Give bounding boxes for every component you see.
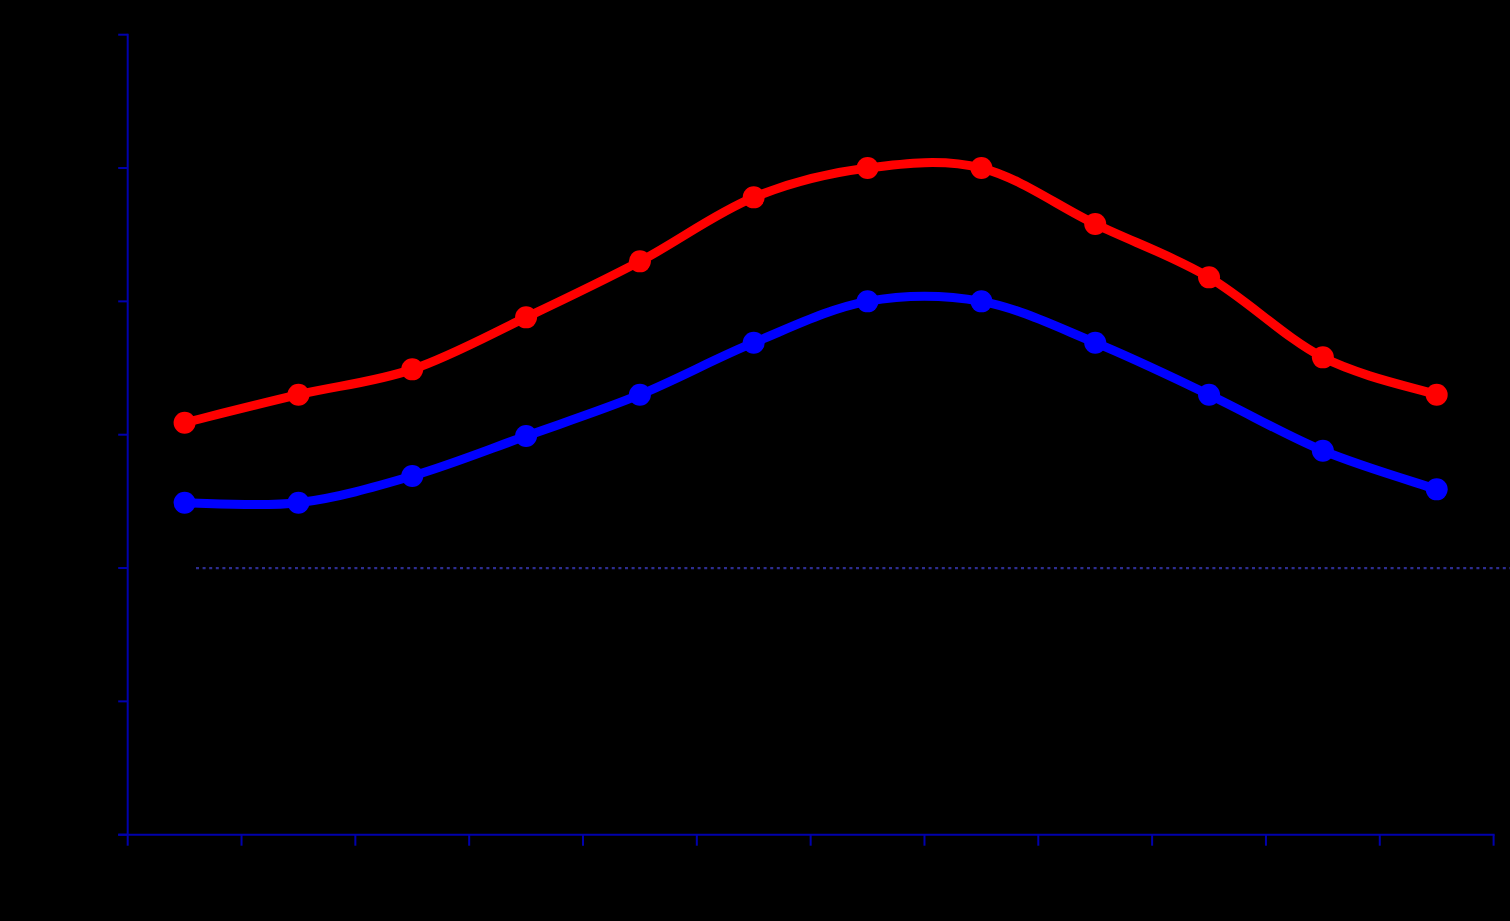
blue-series-marker [1198,384,1220,406]
red-series-line [185,163,1437,423]
red-series-marker [1426,384,1448,406]
red-series-marker [1084,213,1106,235]
red-series-marker [743,186,765,208]
blue-series-marker [629,384,651,406]
blue-series-marker [743,332,765,354]
red-series-marker [1198,266,1220,288]
blue-series-marker [1084,332,1106,354]
line-chart [0,0,1510,921]
red-series-marker [174,412,196,434]
blue-series-marker [287,492,309,514]
red-series-marker [287,384,309,406]
blue-series-marker [970,290,992,312]
blue-series-marker [174,492,196,514]
red-series-marker [970,157,992,179]
red-series-marker [515,306,537,328]
blue-series-marker [1312,440,1334,462]
blue-series-marker [857,290,879,312]
red-series-marker [401,358,423,380]
red-series-marker [1312,346,1334,368]
chart-canvas [0,0,1510,921]
blue-series-marker [1426,478,1448,500]
red-series-marker [857,157,879,179]
blue-series-line [185,296,1437,504]
blue-series-marker [515,425,537,447]
red-series-marker [629,250,651,272]
blue-series-marker [401,465,423,487]
